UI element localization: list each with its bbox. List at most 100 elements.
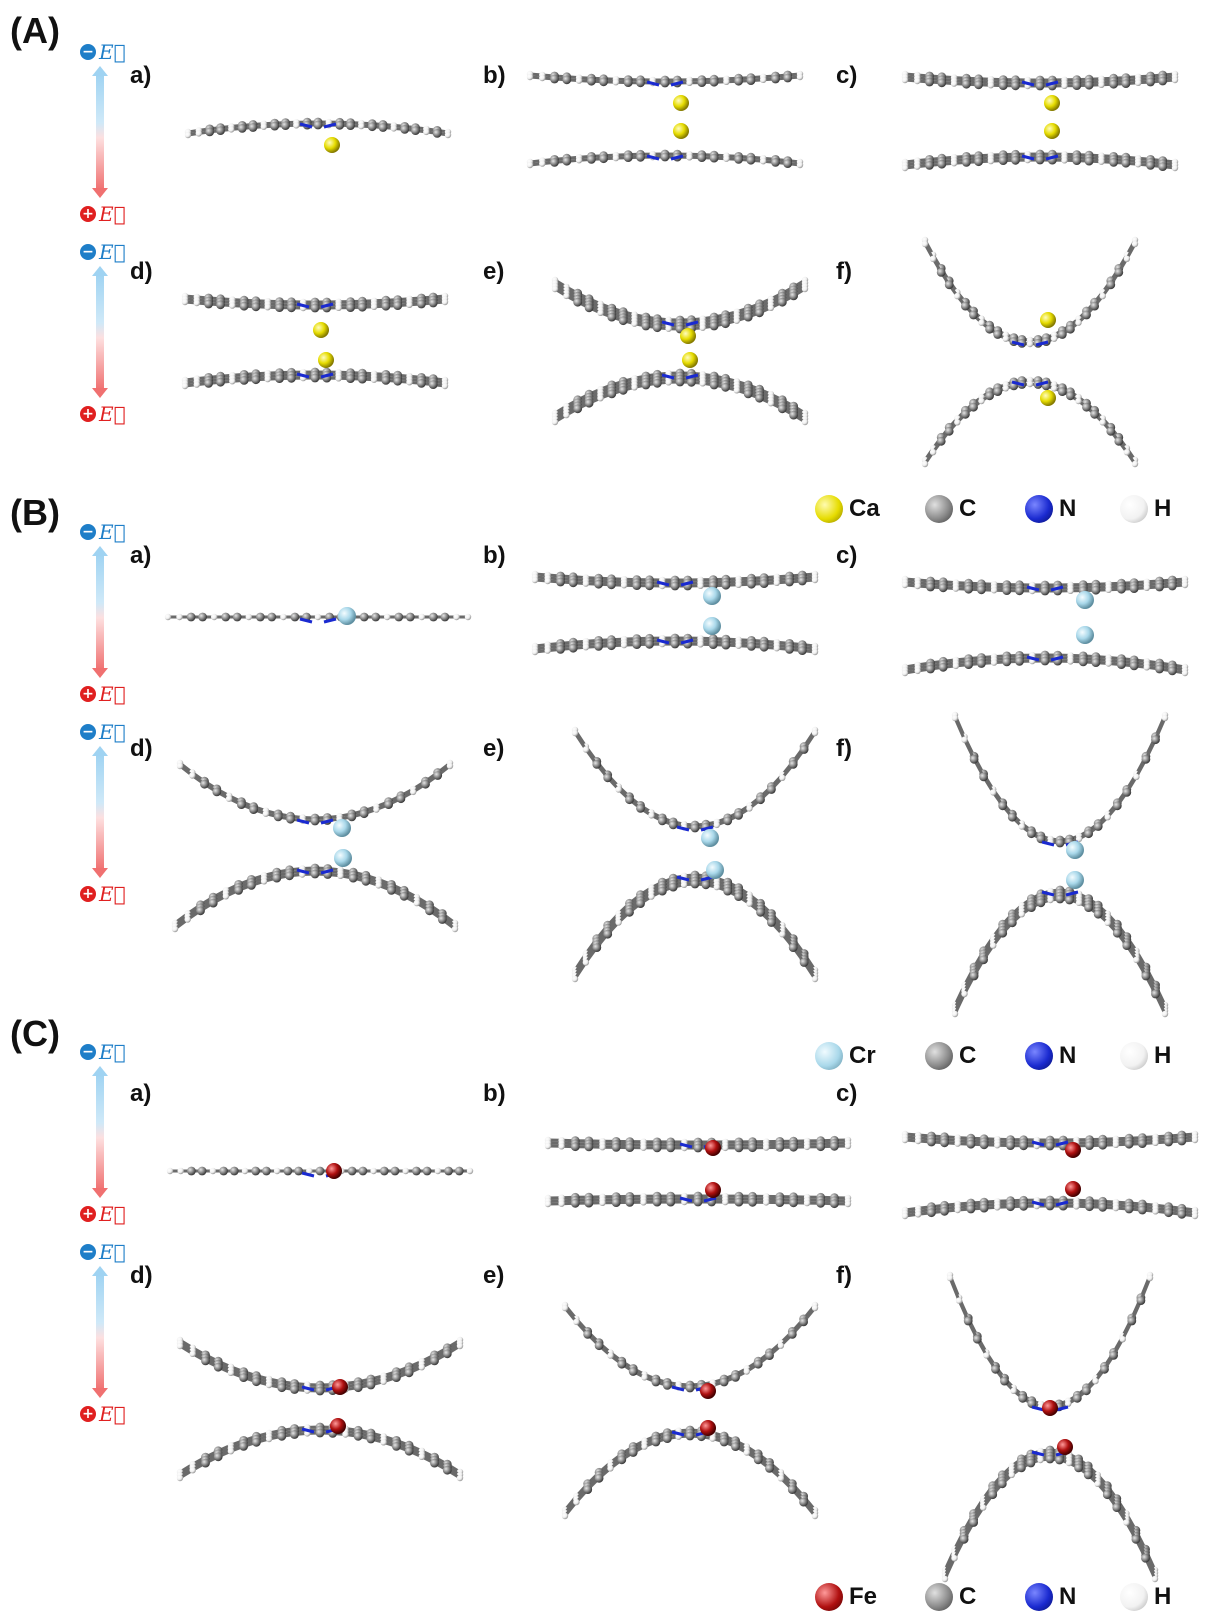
- hydrogen-atom: [955, 1297, 963, 1304]
- carbon-atom: [1093, 822, 1103, 831]
- porphyrin-sheet: [951, 885, 1169, 1018]
- carbon-atom: [607, 580, 616, 590]
- carbon-atom: [1146, 77, 1155, 87]
- carbon-atom: [1066, 324, 1075, 334]
- legend-C-nitrogen: N: [1025, 1583, 1076, 1611]
- carbon-atom: [283, 1166, 293, 1176]
- carbon-atom: [767, 785, 776, 794]
- carbon-atom: [1006, 1202, 1015, 1212]
- carbon-atom: [1137, 1205, 1147, 1215]
- carbon-atom: [1015, 657, 1024, 666]
- hydrogen-atom: [171, 925, 179, 933]
- carbon-atom: [267, 612, 277, 622]
- hydrogen-atom: [526, 73, 534, 81]
- hydrogen-atom: [901, 669, 909, 677]
- field-symbol: E⃗: [99, 1240, 126, 1264]
- carbon-atom: [594, 579, 603, 589]
- hydrogen-atom: [571, 729, 579, 737]
- carbon-atom: [1100, 1364, 1109, 1374]
- porphyrin-sheet: [184, 117, 452, 139]
- carbon-atom: [1045, 1454, 1055, 1464]
- carbon-atom: [611, 1198, 621, 1207]
- hydrogen-atom: [844, 1200, 852, 1208]
- hydrogen-atom: [607, 1352, 614, 1359]
- carbon-atom: [437, 915, 447, 924]
- hydrogen-atom: [335, 375, 342, 382]
- hydrogen-atom: [380, 1378, 387, 1385]
- carbon-atom: [196, 906, 205, 916]
- hydrogen-atom: [1104, 814, 1111, 821]
- carbon-atom: [1018, 1393, 1028, 1403]
- cr-ball-icon: [815, 1042, 843, 1070]
- carbon-atom: [998, 156, 1008, 166]
- carbon-atom: [618, 385, 628, 395]
- hydrogen-atom: [1119, 1336, 1126, 1343]
- carbon-atom: [584, 1142, 594, 1152]
- fe-ball-icon: [815, 1583, 843, 1611]
- hydrogen-atom: [1133, 773, 1140, 781]
- c-ball-icon: [925, 495, 953, 523]
- hydrogen-atom: [697, 641, 704, 648]
- legend-label: Cr: [849, 1042, 876, 1069]
- hydrogen-atom: [558, 1200, 565, 1207]
- carbon-atom: [310, 869, 320, 879]
- carbon-atom: [556, 645, 565, 654]
- hydrogen-atom: [418, 1364, 425, 1371]
- carbon-atom: [625, 907, 634, 917]
- hydrogen-atom: [342, 1431, 349, 1438]
- carbon-atom: [925, 77, 934, 87]
- hydrogen-atom: [914, 77, 921, 85]
- hydrogen-atom: [950, 80, 958, 87]
- hydrogen-atom: [1073, 1203, 1080, 1210]
- fe-atom: [700, 1383, 716, 1399]
- carbon-atom: [208, 898, 218, 908]
- ca-atom: [680, 328, 696, 344]
- carbon-atom: [393, 301, 403, 310]
- hydrogen-atom: [929, 449, 937, 456]
- field-symbol: E⃗: [99, 240, 126, 264]
- carbon-atom: [273, 812, 283, 822]
- cr-atom: [1076, 626, 1094, 644]
- hydrogen-atom: [743, 1368, 750, 1375]
- carbon-atom: [430, 1356, 439, 1366]
- legend-B-carbon: C: [925, 1042, 976, 1070]
- nitrogen-bond: [296, 818, 334, 825]
- hydrogen-atom: [767, 400, 775, 407]
- ca-atom: [1044, 123, 1060, 139]
- hydrogen-atom: [1010, 1387, 1017, 1395]
- legend-label: H: [1154, 495, 1172, 522]
- carbon-atom: [1002, 586, 1012, 595]
- carbon-atom: [400, 124, 410, 134]
- carbon-atom: [248, 123, 258, 132]
- porphyrin-sheet: [901, 149, 1179, 172]
- carbon-atom: [1106, 426, 1116, 436]
- carbon-atom: [404, 1446, 414, 1456]
- bond-line: [948, 1277, 1152, 1410]
- hydrogen-atom: [558, 1143, 565, 1150]
- hydrogen-atom: [1061, 157, 1068, 164]
- hydrogen-atom: [265, 1381, 273, 1389]
- hydrogen-atom: [952, 662, 960, 670]
- hydrogen-atom: [1098, 158, 1105, 165]
- carbon-atom: [979, 1203, 989, 1213]
- carbon-atom: [1007, 918, 1017, 928]
- hydrogen-atom: [796, 73, 804, 81]
- legend-label: C: [959, 495, 977, 522]
- hydrogen-atom: [1123, 1519, 1130, 1526]
- carbon-atom: [936, 268, 946, 277]
- hydrogen-atom: [978, 397, 985, 405]
- carbon-atom: [977, 585, 986, 595]
- carbon-atom: [966, 1204, 976, 1214]
- porphyrin-sheet: [176, 759, 454, 826]
- porphyrin-sheet: [901, 650, 1189, 677]
- hydrogen-atom: [222, 893, 230, 900]
- ca-atom: [324, 137, 340, 153]
- carbon-atom: [1084, 80, 1094, 90]
- legend-B-nitrogen: N: [1025, 1042, 1076, 1070]
- carbon-atom: [1146, 161, 1155, 170]
- hydrogen-atom: [760, 158, 767, 165]
- electric-field-indicator: − E⃗ + E⃗: [80, 40, 140, 226]
- carbon-atom: [1057, 330, 1067, 339]
- carbon-atom: [599, 154, 608, 164]
- hydrogen-atom: [779, 774, 786, 781]
